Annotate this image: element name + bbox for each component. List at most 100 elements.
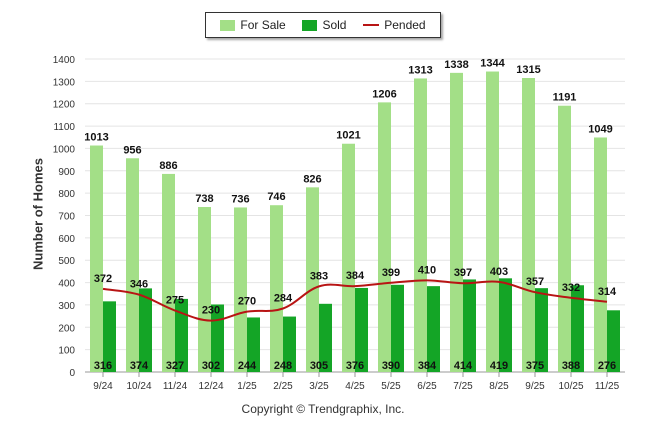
x-tick-label: 6/25 [417,381,437,392]
pended-data-label: 357 [526,276,544,288]
for-sale-data-label: 746 [267,191,285,203]
y-tick-label: 1100 [53,122,75,133]
x-tick-label: 7/25 [453,381,473,392]
for-sale-bar [270,205,283,372]
for-sale-data-label: 1338 [444,59,468,71]
for-sale-data-label: 1313 [408,64,432,76]
x-tick-label: 3/25 [309,381,329,392]
pended-data-label: 397 [454,267,472,279]
pended-data-label: 284 [274,293,293,305]
x-tick-label: 11/24 [163,381,188,392]
x-tick-label: 12/24 [198,381,223,392]
for-sale-data-label: 1013 [84,132,108,144]
for-sale-data-label: 956 [123,144,141,156]
for-sale-bar [126,158,139,372]
for-sale-bar [378,102,391,372]
sold-data-label: 414 [454,360,473,372]
y-tick-label: 900 [58,167,75,178]
sold-bar [355,287,368,372]
for-sale-bar [342,143,355,372]
y-axis-title: Number of Homes [30,158,46,270]
x-tick-label: 9/25 [525,381,545,392]
sold-swatch [302,19,318,31]
legend-item-sold[interactable]: Sold [302,18,346,32]
y-tick-label: 1300 [53,77,76,88]
for-sale-bar [414,78,427,372]
sold-bar [175,298,188,372]
x-tick-label: 10/24 [126,381,151,392]
sold-data-label: 302 [202,360,220,372]
sold-data-label: 375 [526,360,544,372]
for-sale-bar [90,145,103,372]
pended-data-label: 270 [238,296,256,308]
y-tick-label: 200 [58,323,75,334]
pended-data-label: 346 [130,279,148,291]
pended-data-label: 403 [490,266,508,278]
for-sale-bar [306,187,319,372]
pended-data-label: 230 [202,305,220,317]
x-tick-label: 11/25 [595,381,620,392]
x-tick-label: 1/25 [237,381,257,392]
sold-bar [283,316,296,372]
for-sale-bar [234,207,247,372]
sold-data-label: 305 [310,360,328,372]
for-sale-data-label: 1049 [588,123,612,135]
legend-label-pended: Pended [384,18,426,32]
pended-line [102,279,608,322]
sold-data-label: 244 [238,360,257,372]
sold-bar [319,303,332,372]
pended-data-label: 410 [418,264,436,276]
y-tick-label: 300 [58,301,75,312]
for-sale-bar [486,71,499,373]
legend-item-pended[interactable]: Pended [363,18,426,32]
for-sale-bar [594,137,607,372]
sold-bar [103,301,116,372]
for-sale-data-label: 1315 [516,64,540,76]
for-sale-bar [450,72,463,373]
sold-data-label: 384 [418,360,437,372]
sold-bar [607,310,620,372]
sold-bar [535,288,548,372]
sold-data-label: 248 [274,360,292,372]
y-tick-label: 800 [58,189,75,200]
y-tick-label: 0 [69,368,75,379]
y-tick-label: 1200 [53,100,76,111]
legend-label-for-sale: For Sale [240,18,286,32]
copyright-footer: Copyright © Trendgraphix, Inc. [241,402,405,416]
x-tick-label: 9/24 [93,381,113,392]
for-sale-data-label: 886 [159,160,177,172]
for-sale-bar [162,173,175,372]
for-sale-data-label: 736 [231,193,249,205]
for-sale-data-label: 1191 [553,92,577,104]
sold-data-label: 390 [382,360,400,372]
legend-item-for-sale[interactable]: For Sale [220,18,286,32]
legend: For Sale Sold Pended [205,12,441,38]
x-tick-label: 4/25 [345,381,365,392]
pended-data-label: 384 [346,270,365,282]
y-tick-label: 400 [58,279,75,290]
for-sale-data-label: 826 [303,173,321,185]
sold-bar [391,284,404,372]
x-tick-label: 10/25 [558,381,583,392]
for-sale-data-label: 1021 [336,130,360,142]
pended-data-label: 332 [562,282,580,294]
pended-data-label: 314 [598,286,617,298]
sold-data-label: 327 [166,360,184,372]
sold-data-label: 374 [130,360,149,372]
pended-line-swatch [363,24,380,26]
sold-bar [463,279,476,372]
x-tick-label: 2/25 [273,381,293,392]
for-sale-data-label: 1344 [480,58,505,70]
sold-data-label: 376 [346,360,364,372]
for-sale-data-label: 1206 [372,88,396,100]
y-tick-label: 500 [58,256,75,267]
sold-data-label: 419 [490,360,508,372]
pended-data-label: 372 [94,273,112,285]
for-sale-bar [198,207,211,372]
x-tick-label: 8/25 [489,381,509,392]
sold-data-label: 276 [598,360,616,372]
for-sale-bar [558,105,571,372]
sold-bar [499,278,512,372]
for-sale-bar [522,78,535,372]
